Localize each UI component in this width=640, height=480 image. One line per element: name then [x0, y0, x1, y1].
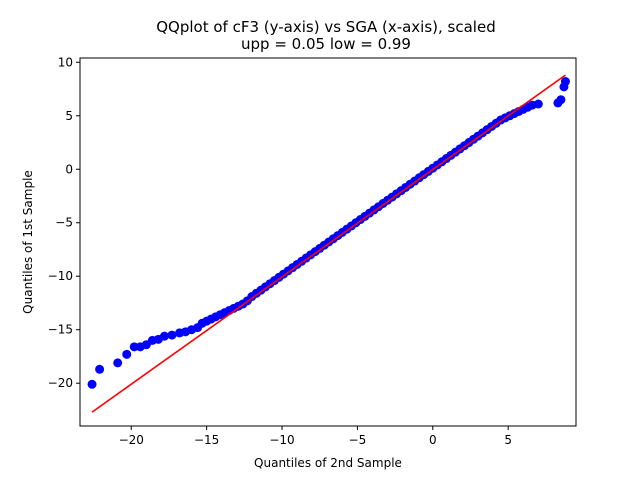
x-tick-label: −20: [119, 433, 144, 447]
scatter-point: [95, 364, 105, 374]
scatter-point: [560, 77, 570, 87]
scatter-point: [113, 358, 123, 368]
y-tick-label: −20: [48, 376, 73, 390]
chart-title: QQplot of cF3 (y-axis) vs SGA (x-axis), …: [156, 18, 495, 36]
scatter-point: [87, 379, 97, 389]
y-tick-label: −5: [55, 216, 73, 230]
scatter-point: [533, 99, 543, 109]
chart-subtitle: upp = 0.05 low = 0.99: [241, 35, 411, 53]
plot-content: [87, 74, 570, 413]
scatter-point: [159, 331, 169, 341]
y-axis-ticks: −20 −15 −10 −5 0 5 10: [48, 55, 80, 390]
x-axis-label: Quantiles of 2nd Sample: [254, 456, 402, 470]
y-tick-label: −15: [48, 323, 73, 337]
scatter-point: [167, 330, 177, 340]
x-tick-label: −5: [349, 433, 367, 447]
y-axis-label: Quantiles of 1st Sample: [21, 170, 35, 314]
reference-line: [91, 74, 566, 413]
x-axis-ticks: −20 −15 −10 −5 0 5: [119, 426, 512, 447]
y-tick-label: −10: [48, 269, 73, 283]
x-tick-label: −10: [269, 433, 294, 447]
y-tick-label: 10: [58, 55, 73, 69]
y-tick-label: 5: [65, 109, 73, 123]
plot-frame: [79, 57, 577, 427]
x-tick-label: 5: [504, 433, 512, 447]
x-tick-label: −15: [194, 433, 219, 447]
scatter-point: [556, 95, 566, 105]
y-tick-label: 0: [65, 162, 73, 176]
x-tick-label: 0: [429, 433, 437, 447]
scatter-point: [122, 349, 132, 359]
